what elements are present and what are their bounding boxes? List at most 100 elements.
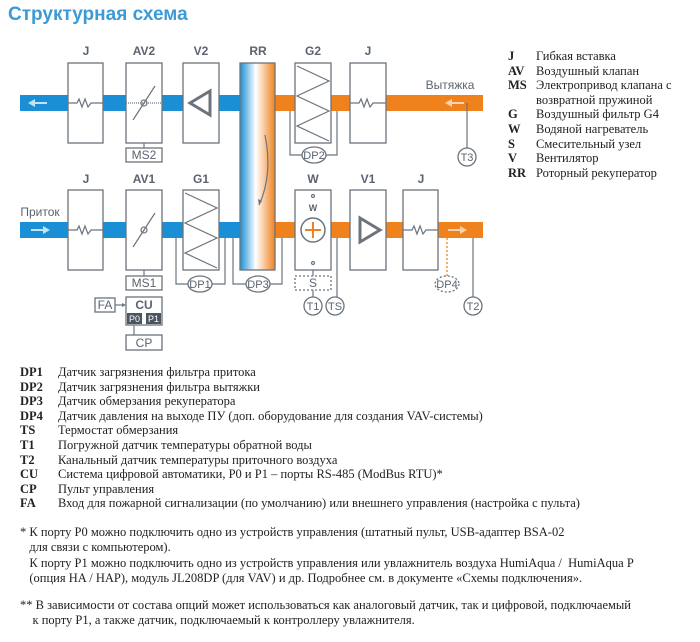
label-v2: V2 bbox=[194, 44, 209, 58]
cu-label: CU bbox=[135, 298, 152, 312]
legend-item: CU Система цифровой автоматики, P0 и P1 –… bbox=[20, 467, 580, 482]
legend-item: W Водяной нагреватель bbox=[508, 122, 672, 137]
legend-abbr: CU bbox=[20, 467, 39, 482]
legend-abbr: DP2 bbox=[20, 379, 43, 394]
p0-label: P0 bbox=[129, 314, 140, 324]
legend-text: Водяной нагреватель bbox=[536, 121, 649, 136]
flexible-insert-j bbox=[67, 189, 104, 271]
footnote-2: ** В зависимости от состава опций может … bbox=[20, 598, 631, 629]
legend-abbr bbox=[508, 93, 536, 108]
legend-abbr: W bbox=[508, 121, 521, 136]
legend-item: V Вентилятор bbox=[508, 151, 672, 166]
filter-g1 bbox=[182, 189, 220, 271]
fa-label: FA bbox=[98, 298, 113, 312]
legend-text: Воздушный клапан bbox=[536, 63, 640, 78]
footnote-line: ** В зависимости от состава опций может … bbox=[20, 598, 631, 612]
legend-abbr: CP bbox=[20, 481, 37, 496]
legend-text: Датчик загрязнения фильтра притока bbox=[58, 365, 256, 379]
legend-text: Воздушный фильтр G4 bbox=[536, 107, 659, 122]
legend-item: S Смесительный узел bbox=[508, 137, 672, 152]
label-av1: AV1 bbox=[133, 172, 156, 186]
label-rr: RR bbox=[249, 44, 267, 58]
fan-v2 bbox=[182, 62, 220, 144]
fan-v1 bbox=[349, 189, 387, 271]
ts-label: TS bbox=[328, 301, 342, 313]
legend-item: J Гибкая вставка bbox=[508, 49, 672, 64]
legend-abbr: DP1 bbox=[20, 365, 43, 379]
legend-item: DP3 Датчик обмерзания рекуператора bbox=[20, 394, 580, 409]
legend-abbr: AV bbox=[508, 63, 525, 78]
dp2-label: DP2 bbox=[303, 150, 324, 162]
legend-item: DP4 Датчик давления на выходе ПУ (доп. об… bbox=[20, 409, 580, 424]
flexible-insert-j bbox=[402, 189, 439, 271]
legend-item: T2 Канальный датчик температуры приточног… bbox=[20, 453, 580, 468]
legend-text: Вентилятор bbox=[536, 151, 599, 166]
legend-abbr: S bbox=[508, 136, 515, 151]
legend-item: возвратной пружиной bbox=[508, 93, 672, 108]
damper-av2 bbox=[125, 62, 163, 144]
control-panel-cp bbox=[125, 334, 163, 351]
legend-item: G Воздушный фильтр G4 bbox=[508, 107, 672, 122]
label-j: J bbox=[365, 44, 372, 58]
arrow-icon bbox=[445, 99, 467, 234]
footnote-line: К порту P1 можно подключить одно из устр… bbox=[20, 555, 634, 570]
legend-abbr: T1 bbox=[20, 437, 35, 452]
legend-text: возвратной пружиной bbox=[536, 92, 653, 107]
sensor-dp2 bbox=[301, 146, 327, 164]
dp4-label: DP4 bbox=[436, 279, 457, 291]
legend-text: Роторный рекуператор bbox=[536, 165, 657, 180]
sensor-t3 bbox=[457, 147, 477, 167]
mixing-unit-s bbox=[294, 275, 332, 291]
sensor-dp3 bbox=[245, 275, 271, 293]
flexible-insert-j bbox=[67, 62, 104, 144]
legend-abbr: FA bbox=[20, 496, 36, 511]
legend-item: RR Роторный рекуператор bbox=[508, 166, 672, 181]
footnote-line: * К порту P0 можно подключить одно из ус… bbox=[20, 525, 565, 539]
sensor-dp1 bbox=[187, 275, 213, 293]
sensor-t2 bbox=[463, 296, 483, 316]
footnote-line: (опция HA / HAP), модуль JL208DP (для VA… bbox=[20, 570, 583, 585]
water-heater-w bbox=[294, 189, 332, 271]
legend-text: Пульт управления bbox=[58, 481, 155, 496]
page-title: Структурная схема bbox=[8, 4, 188, 25]
legend-abbr: G bbox=[508, 107, 518, 122]
legend-text: Электропривод клапана с bbox=[536, 78, 672, 93]
legend-item: CP Пульт управления bbox=[20, 482, 580, 497]
legend-item: DP1 Датчик загрязнения фильтра притока bbox=[20, 365, 580, 380]
legend-abbr: T2 bbox=[20, 452, 35, 467]
legend-item: AV Воздушный клапан bbox=[508, 64, 672, 79]
ms1-label: MS1 bbox=[132, 276, 157, 290]
legend-text: Смесительный узел bbox=[536, 136, 642, 151]
legend-text: Датчик обмерзания рекуператора bbox=[58, 394, 236, 409]
label-av2: AV2 bbox=[133, 44, 156, 58]
legend-text: Датчик давления на выходе ПУ (доп. обору… bbox=[58, 408, 483, 423]
label-j: J bbox=[83, 44, 90, 58]
t1-label: T1 bbox=[307, 301, 320, 313]
label-w: W bbox=[307, 172, 319, 186]
s-label: S bbox=[309, 276, 317, 290]
label-g2: G2 bbox=[305, 44, 321, 58]
structural-diagram: Вытяжка Приток J AV2 V2 RR G2 J J AV1 G1… bbox=[20, 44, 483, 351]
legend-text: Погружной датчик температуры обратной во… bbox=[58, 437, 312, 452]
legend-text: Датчик загрязнения фильтра вытяжки bbox=[58, 379, 260, 394]
legend-abbr: MS bbox=[508, 78, 527, 93]
footnote-1: * К порту P0 можно подключить одно из ус… bbox=[20, 525, 634, 586]
port-p1 bbox=[146, 313, 161, 324]
damper-av1 bbox=[125, 189, 163, 271]
legend-text: Система цифровой автоматики, P0 и P1 – п… bbox=[58, 467, 443, 482]
t3-label: T3 bbox=[461, 152, 474, 164]
arrow-icon bbox=[28, 99, 50, 234]
legend-sensors: DP1 Датчик загрязнения фильтра притока DP… bbox=[20, 365, 580, 511]
port-p0 bbox=[127, 313, 142, 324]
legend-text: Вход для пожарной сигнализации (по умолч… bbox=[58, 496, 580, 511]
legend-abbr: J bbox=[508, 49, 515, 63]
ms2-label: MS2 bbox=[132, 148, 157, 162]
legend-item: DP2 Датчик загрязнения фильтра вытяжки bbox=[20, 380, 580, 395]
exhaust-label: Вытяжка bbox=[426, 78, 475, 92]
dp1-label: DP1 bbox=[189, 279, 210, 291]
supply-label: Приток bbox=[20, 205, 60, 219]
footnote-line: к порту P1, а также датчик, подключаемый… bbox=[20, 613, 415, 628]
legend-item: TS Термостат обмерзания bbox=[20, 423, 580, 438]
p1-label: P1 bbox=[148, 314, 159, 324]
legend-abbr: RR bbox=[508, 165, 527, 180]
